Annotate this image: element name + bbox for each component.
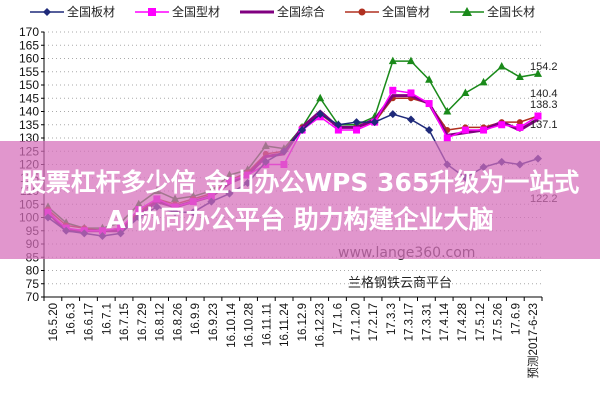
data-point: [334, 120, 343, 129]
y-tick-label: 160: [19, 52, 39, 66]
data-point: [316, 93, 325, 102]
x-tick-label: 16.8.12: [155, 303, 167, 341]
x-tick-label: 16.5.20: [48, 303, 60, 341]
data-point: [425, 100, 433, 108]
data-point: [534, 112, 542, 120]
x-tick-label: 预测2017-6-23: [527, 303, 540, 378]
end-value-label: 140.4: [530, 88, 558, 100]
data-point: [516, 119, 523, 126]
y-tick-label: 135: [19, 118, 39, 132]
x-tick-label: 16.9.23: [208, 303, 220, 341]
x-tick-label: 17.4.28: [457, 303, 469, 341]
y-tick-label: 170: [19, 25, 39, 39]
end-value-label: 137.1: [530, 119, 558, 131]
data-point: [316, 110, 325, 119]
data-point: [406, 56, 415, 65]
square-marker-icon: [135, 7, 170, 16]
overlay-headline-line2: AI协同办公平台 助力构建企业大脑: [106, 205, 494, 234]
data-point: [298, 126, 307, 135]
x-tick-label: 17.5.12: [475, 303, 487, 341]
y-tick-label: 75: [26, 277, 40, 291]
data-point: [407, 89, 415, 97]
legend-item-long: 全国长材: [450, 3, 535, 20]
legend-item-plate: 全国板材: [30, 3, 115, 20]
data-point: [370, 118, 379, 127]
data-point: [389, 86, 397, 94]
end-value-label: 138.3: [530, 99, 558, 111]
data-point: [534, 69, 542, 77]
y-tick-label: 145: [19, 91, 39, 105]
x-tick-label: 17.3.3: [386, 303, 398, 335]
x-tick-label: 17.6.9: [510, 303, 522, 335]
watermark-brand: 兰格钢铁云商平台: [348, 276, 453, 291]
data-point: [461, 88, 470, 96]
data-point: [353, 126, 361, 134]
data-point: [480, 126, 488, 134]
x-tick-label: 17.1.20: [350, 303, 362, 341]
data-point: [443, 134, 451, 142]
legend-item-composite: 全国综合: [240, 3, 325, 20]
legend-item-section: 全国型材: [135, 3, 220, 20]
data-point: [406, 115, 415, 124]
x-tick-label: 17.2.17: [368, 303, 380, 341]
x-tick-label: 17.3.17: [404, 303, 416, 341]
data-point: [334, 126, 342, 134]
overlay-banner: [0, 141, 600, 259]
x-tick-label: 16.12.23: [315, 303, 327, 348]
legend-label: 全国长材: [487, 5, 536, 19]
x-tick-label: 16.8.26: [172, 303, 184, 341]
data-point: [498, 121, 506, 129]
data-point: [388, 110, 397, 119]
legend-label: 全国综合: [277, 5, 326, 19]
legend-label: 全国板材: [67, 5, 116, 19]
x-tick-label: 16.11.24: [279, 302, 291, 347]
data-point: [461, 126, 469, 134]
data-point: [425, 126, 434, 135]
x-tick-label: 16.7.1: [101, 303, 113, 335]
x-tick-label: 17.5.26: [493, 303, 505, 341]
data-point: [479, 77, 488, 86]
data-point: [443, 107, 452, 115]
x-tick-label: 17.4.14: [439, 302, 451, 341]
y-tick-label: 70: [26, 290, 40, 304]
line-marker-icon: [240, 10, 275, 13]
data-point: [352, 118, 361, 127]
x-tick-label: 17.1.6: [332, 303, 344, 335]
y-tick-label: 165: [19, 38, 39, 52]
x-tick-label: 16.10.28: [244, 303, 256, 348]
x-tick-label: 16.6.3: [66, 303, 78, 335]
legend-item-pipe: 全国管材: [345, 3, 430, 20]
chart-legend: 全国板材 全国型材 全国综合 全国管材 全国长材: [30, 3, 535, 20]
x-tick-label: 16.11.11: [261, 303, 273, 346]
x-tick-label: 16.7.15: [119, 303, 131, 341]
y-tick-label: 80: [26, 264, 40, 278]
legend-label: 全国型材: [172, 5, 221, 19]
diamond-marker-icon: [30, 7, 64, 16]
y-tick-label: 150: [19, 78, 39, 92]
x-tick-label: 17.3.31: [421, 303, 433, 341]
data-point: [425, 75, 434, 83]
x-tick-label: 16.10.14: [226, 302, 238, 347]
x-tick-label: 16.7.29: [137, 303, 149, 341]
y-tick-label: 155: [19, 65, 39, 79]
triangle-marker-icon: [450, 6, 485, 16]
x-tick-label: 16.9.9: [190, 303, 202, 335]
x-tick-label: 16.12.9: [297, 303, 309, 341]
y-tick-label: 140: [19, 105, 39, 119]
circle-marker-icon: [345, 8, 380, 15]
data-point: [497, 61, 506, 70]
overlay-headline-line1: 股票杠杆多少倍 金山办公WPS 365升级为一站式: [20, 168, 580, 197]
legend-label: 全国管材: [382, 5, 431, 19]
data-point: [388, 56, 397, 65]
data-point: [516, 123, 524, 131]
x-tick-label: 16.6.17: [83, 303, 95, 341]
data-point: [515, 72, 524, 81]
end-value-label: 154.2: [530, 61, 558, 73]
